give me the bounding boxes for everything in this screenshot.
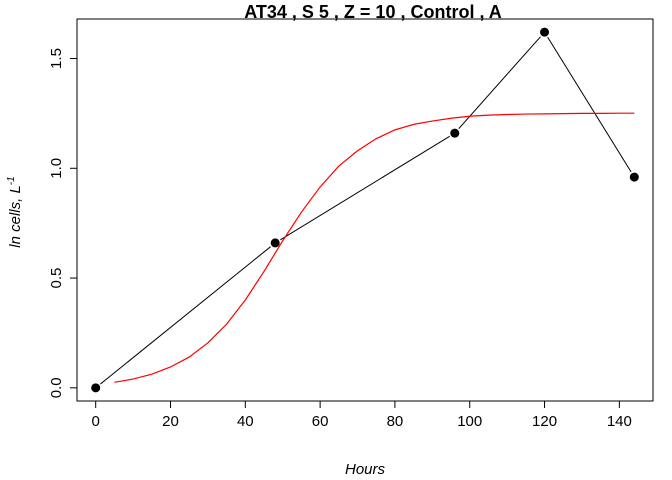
x-axis-label: Hours [345,461,386,478]
y-tick-label: 1.5 [48,48,65,69]
x-tick-label: 40 [237,413,254,430]
x-tick-label: 60 [312,413,329,430]
x-tick-label: 20 [162,413,179,430]
y-axis-label: ln cells, L-1 [6,176,24,247]
y-tick-label: 0.5 [48,268,65,289]
observed-point [629,172,639,182]
observed-line-segment [280,135,450,241]
observed-point [540,27,550,37]
observed-line-segment [458,36,541,130]
series-layer [91,27,639,393]
x-tick-label: 120 [532,413,557,430]
observed-point [450,128,460,138]
y-tick-label: 1.0 [48,158,65,179]
observed-point [91,383,101,393]
y-tick-label: 0.0 [48,377,65,398]
chart-title: AT34 , S 5 , Z = 10 , Control , A [244,2,502,22]
fitted-curve [114,112,635,383]
x-tick-label: 140 [607,413,632,430]
plot-area [76,18,654,402]
x-axis: 0 20 40 60 80 100 120 140 [92,401,632,430]
x-tick-label: 80 [387,413,404,430]
y-axis-label-superscript: -1 [6,176,17,185]
y-axis: 0.0 0.5 1.0 1.5 [48,48,77,398]
x-tick-label: 100 [457,413,482,430]
observed-point [270,238,280,248]
plot-border [76,18,654,402]
observed-line-segment [547,37,632,173]
observed-line-segment [100,246,271,385]
x-tick-label: 0 [92,413,100,430]
y-axis-label-text: ln cells, L [7,185,24,248]
